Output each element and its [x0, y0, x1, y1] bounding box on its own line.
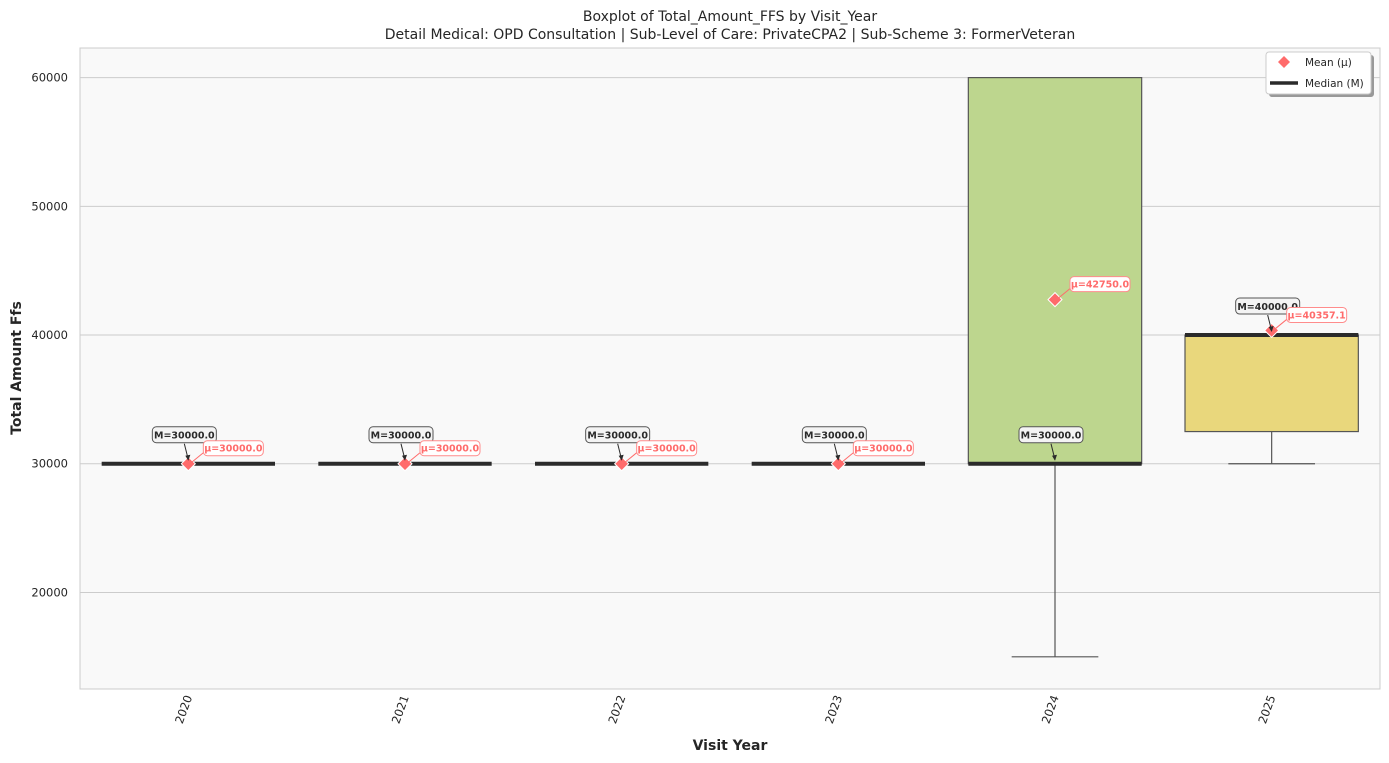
box-2025: M=40000.0μ=40357.1 — [1184, 297, 1359, 465]
median-label-box — [1018, 426, 1084, 444]
x-axis-label: Visit Year — [693, 738, 768, 754]
chart-title: Boxplot of Total_Amount_FFS by Visit_Yea… — [583, 9, 877, 25]
median-label: M=30000.0 — [1021, 431, 1082, 442]
median-label: M=30000.0 — [371, 431, 432, 442]
mean-arrow — [842, 452, 854, 463]
box-body — [967, 77, 1143, 465]
median-arrowhead — [835, 454, 841, 461]
y-tick-label: 20000 — [31, 585, 68, 599]
box-body — [1184, 334, 1359, 433]
x-tick-label: 2023 — [822, 693, 845, 725]
mean-arrow — [625, 452, 637, 463]
median-arrowhead — [1268, 326, 1274, 333]
median-arrowhead — [185, 454, 191, 461]
y-tick-label: 50000 — [31, 199, 68, 213]
chart-subtitle: Detail Medical: OPD Consultation | Sub-L… — [385, 27, 1075, 43]
x-tick-label: 2025 — [1255, 693, 1278, 725]
mean-label: μ=30000.0 — [854, 444, 913, 455]
y-axis-label: Total Amount Ffs — [9, 301, 25, 435]
mean-label-box — [1069, 276, 1131, 293]
x-tick-label: 2020 — [172, 693, 195, 725]
median-arrowhead — [402, 454, 407, 461]
box-2022: M=30000.0 μ=30000.0 — [535, 426, 709, 472]
mean-arrow — [1058, 288, 1071, 299]
box-2020: M=30000.0 μ=30000.0 — [101, 426, 275, 472]
box-2021: M=30000.0 μ=30000.0 — [318, 426, 492, 472]
x-tick-label: 2021 — [389, 693, 412, 725]
median-arrowhead — [618, 454, 624, 461]
box-series: M=30000.0μ=30000.0M=30000.0μ=30000.0M=30… — [101, 77, 1359, 658]
mean-arrow — [192, 452, 204, 463]
grid-lines — [80, 77, 1380, 593]
mean-label-box — [852, 440, 914, 457]
median-label-box — [801, 426, 867, 444]
median-label-box — [151, 426, 217, 444]
box-2023: M=30000.0 μ=30000.0 — [751, 426, 925, 472]
median-label: M=40000.0 — [1237, 302, 1298, 313]
box-2024: M=30000.0 μ=42750.0 — [967, 77, 1143, 658]
median-label: M=30000.0 — [804, 431, 865, 442]
x-tick-label: 2024 — [1039, 693, 1062, 725]
y-tick-label: 60000 — [31, 71, 68, 85]
legend-mean-marker — [1278, 56, 1290, 68]
mean-label-box — [1286, 306, 1348, 323]
mean-label-box — [636, 440, 698, 457]
legend: Mean (μ) Median (M) — [1265, 51, 1374, 97]
mean-label: μ=30000.0 — [421, 444, 480, 455]
median-label: M=30000.0 — [587, 431, 648, 442]
y-tick-label: 40000 — [31, 328, 68, 342]
mean-label: μ=40357.1 — [1288, 310, 1346, 321]
legend-mean-label: Mean (μ) — [1305, 57, 1352, 69]
mean-label: μ=30000.0 — [638, 444, 697, 455]
mean-label: μ=30000.0 — [204, 444, 263, 455]
mean-arrow — [408, 452, 421, 463]
median-label-box — [368, 426, 434, 444]
median-label-box — [1235, 297, 1301, 315]
mean-label: μ=42750.0 — [1071, 280, 1130, 291]
mean-label-box — [419, 440, 481, 457]
legend-median-label: Median (M) — [1305, 78, 1364, 90]
y-axis-ticks: 20000 30000 40000 50000 60000 — [31, 71, 68, 600]
x-axis-ticks: 2020 2021 2022 2023 2024 2025 — [172, 693, 1279, 725]
x-tick-label: 2022 — [605, 693, 628, 725]
median-label: M=30000.0 — [154, 431, 215, 442]
plot-area — [79, 47, 1381, 690]
median-label-box — [585, 426, 651, 444]
y-tick-label: 30000 — [31, 457, 68, 471]
mean-arrow — [1275, 319, 1287, 329]
mean-label-box — [202, 440, 264, 457]
median-arrowhead — [1052, 454, 1057, 461]
